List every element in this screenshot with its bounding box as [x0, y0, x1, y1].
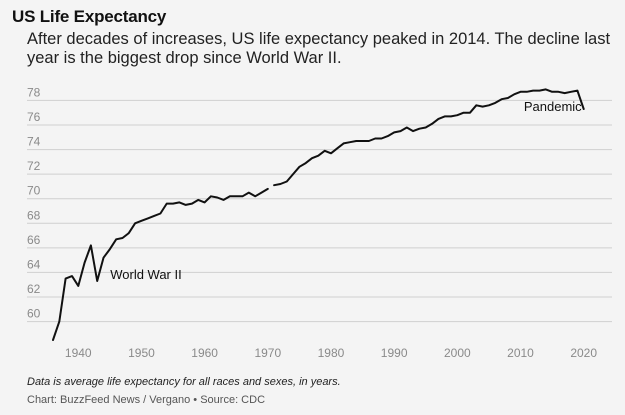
x-tick-label: 1990 — [381, 346, 408, 360]
x-tick-label: 1950 — [128, 346, 155, 360]
x-tick-label: 1960 — [191, 346, 218, 360]
annotation-pandemic: Pandemic — [524, 99, 582, 114]
gridlines — [27, 99, 612, 323]
y-tick-label: 62 — [27, 282, 41, 296]
life-expectancy-line — [52, 187, 269, 341]
y-tick-label: 66 — [27, 233, 41, 247]
x-tick-label: 1970 — [254, 346, 281, 360]
chart-subtitle: After decades of increases, US life expe… — [27, 30, 611, 67]
x-axis-ticks: 1940 1950 1960 1970 1980 1990 2000 2010 2020 — [65, 346, 597, 360]
life-expectancy-chart: 60 62 64 66 68 70 72 74 76 78 1940 1950 1960 1970 198… — [27, 85, 612, 360]
footnote: Data is average life expectancy for all … — [27, 376, 341, 388]
series — [52, 88, 585, 341]
y-tick-label: 76 — [27, 110, 41, 124]
y-tick-label: 74 — [27, 135, 41, 149]
annotation-world-war-ii: World War II — [110, 267, 182, 282]
life-expectancy-line — [273, 88, 585, 187]
chart-title: US Life Expectancy — [12, 7, 167, 26]
x-tick-label: 2000 — [444, 346, 471, 360]
y-tick-label: 68 — [27, 208, 41, 222]
y-tick-label: 60 — [27, 307, 41, 321]
y-tick-label: 64 — [27, 257, 41, 271]
x-tick-label: 1940 — [65, 346, 92, 360]
source-credit: Chart: BuzzFeed News / Vergano • Source:… — [27, 394, 266, 406]
y-tick-label: 78 — [27, 85, 41, 99]
x-tick-label: 1980 — [318, 346, 345, 360]
x-tick-label: 2020 — [570, 346, 597, 360]
y-tick-label: 72 — [27, 159, 41, 173]
x-tick-label: 2010 — [507, 346, 534, 360]
y-axis-ticks: 60 62 64 66 68 70 72 74 76 78 — [27, 85, 41, 320]
annotations: World War II Pandemic — [110, 99, 582, 282]
y-tick-label: 70 — [27, 184, 41, 198]
